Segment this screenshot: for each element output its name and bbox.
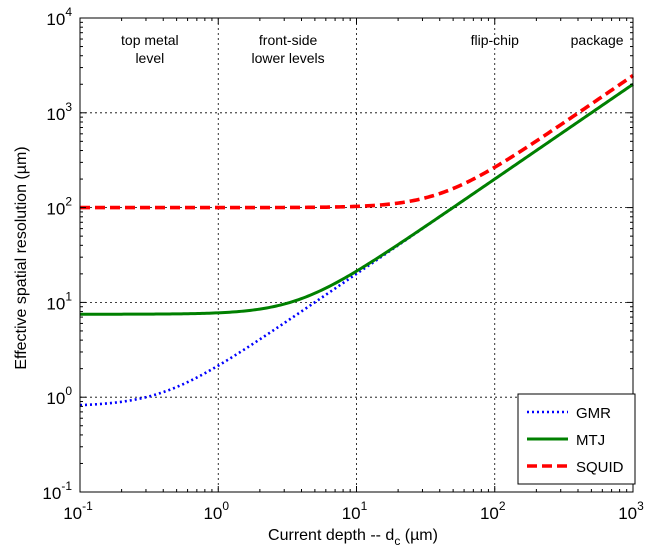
y-tick-label: 10-1 bbox=[42, 479, 72, 503]
region-label: package bbox=[571, 32, 624, 48]
y-tick-label: 102 bbox=[46, 195, 72, 219]
legend-items: GMR MTJ SQUID bbox=[527, 405, 624, 476]
region-label: front-side lower levels bbox=[252, 32, 325, 66]
series-layer bbox=[79, 74, 635, 407]
legend-label-squid: SQUID bbox=[576, 459, 624, 476]
x-axis-label: Current depth -- dc (µm) bbox=[268, 527, 438, 548]
x-axis-label-subscript: c bbox=[394, 534, 400, 548]
legend: GMR MTJ SQUID bbox=[517, 393, 636, 485]
tick-marks bbox=[79, 17, 634, 493]
legend-label-gmr: GMR bbox=[576, 405, 611, 422]
x-tick-label: 103 bbox=[618, 499, 644, 523]
x-axis-label-main: Current depth -- d bbox=[268, 527, 394, 544]
series-line-squid bbox=[80, 74, 635, 210]
legend-label-mtj: MTJ bbox=[576, 432, 605, 449]
tick-labels: 10-1 100 101 102 103 10-1 100 101 102 103 104 bbox=[42, 5, 644, 523]
y-tick-label: 103 bbox=[46, 100, 72, 124]
x-tick-label: 102 bbox=[480, 499, 506, 523]
y-tick-label: 100 bbox=[46, 384, 72, 408]
x-tick-label: 100 bbox=[203, 499, 229, 523]
region-label: top metal level bbox=[121, 32, 179, 66]
y-tick-label: 101 bbox=[46, 289, 72, 313]
region-label: flip-chip bbox=[471, 32, 519, 48]
y-tick-label: 104 bbox=[46, 5, 72, 29]
x-tick-label: 101 bbox=[342, 499, 368, 523]
x-axis-label-unit: (µm) bbox=[400, 527, 438, 544]
series-line-mtj bbox=[80, 83, 634, 316]
x-tick-label: 10-1 bbox=[63, 499, 93, 523]
y-axis-label: Effective spatial resolution (µm) bbox=[13, 146, 30, 369]
region-labels: top metal level front-side lower levels flip… bbox=[121, 32, 624, 66]
